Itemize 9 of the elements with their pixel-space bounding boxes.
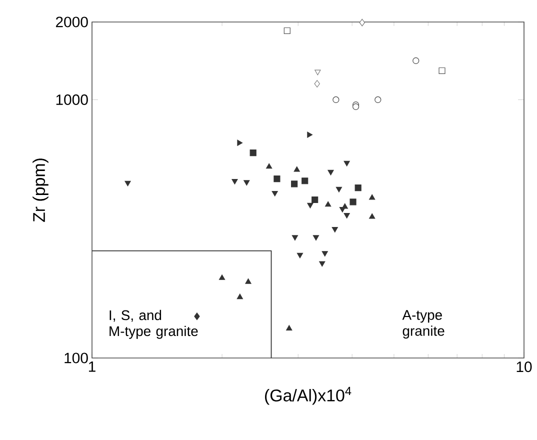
x-tick-label: 10 (516, 362, 532, 372)
x-axis-title: (Ga/Al)x10$^{4}$ (265, 386, 352, 405)
annotation: I, S, and M-type granite (110, 310, 198, 339)
y-tick-label: 1000 (56, 94, 88, 106)
y-tick-label: 2000 (56, 16, 88, 28)
y-axis-title: Zr (ppm) (32, 158, 48, 222)
annotation: A-type granite (402, 310, 444, 339)
y-tick-label: 100 (64, 352, 88, 364)
x-tick-label: 1 (88, 362, 96, 372)
